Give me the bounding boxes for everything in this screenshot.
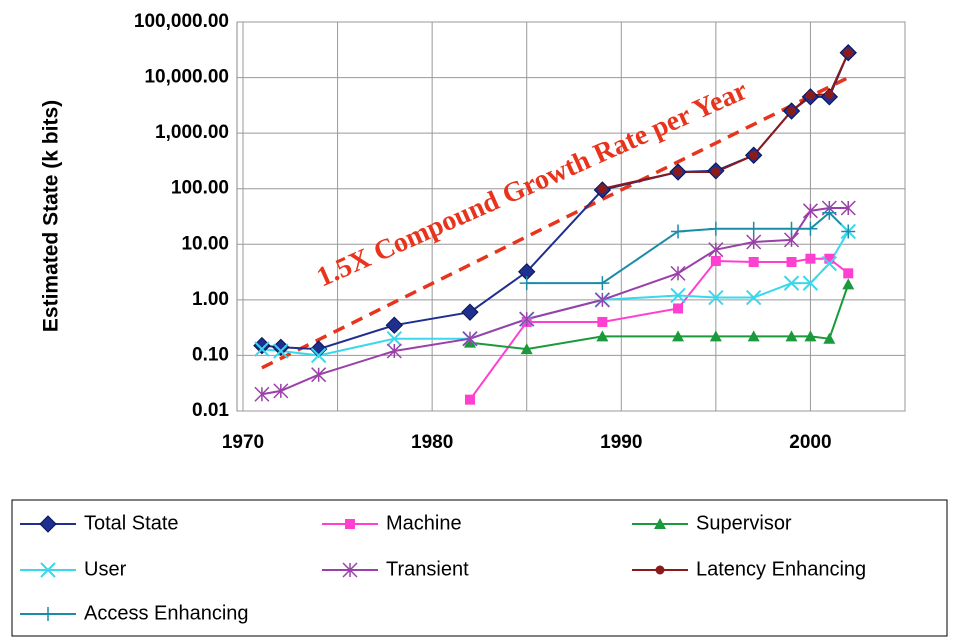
- marker: [461, 303, 479, 321]
- marker: [520, 343, 533, 355]
- marker: [842, 278, 855, 290]
- marker: [464, 394, 475, 405]
- marker: [802, 275, 819, 291]
- marker: [673, 303, 684, 314]
- marker: [670, 287, 686, 304]
- marker: [803, 221, 818, 236]
- marker: [783, 275, 800, 291]
- marker: [786, 256, 797, 267]
- y-tick-label: 100,000.00: [134, 11, 229, 32]
- marker: [672, 330, 685, 342]
- marker: [802, 203, 818, 219]
- marker: [310, 347, 327, 364]
- x-tick-label: 1980: [411, 432, 453, 453]
- y-axis-label: Estimated State (k bits): [40, 100, 63, 332]
- legend-label: User: [84, 558, 127, 580]
- marker: [655, 565, 665, 575]
- marker: [596, 330, 609, 342]
- marker: [749, 150, 759, 160]
- marker: [342, 562, 358, 578]
- marker: [40, 562, 56, 578]
- marker: [519, 311, 535, 327]
- legend-box: [11, 499, 948, 637]
- marker: [748, 256, 759, 267]
- marker: [345, 519, 355, 529]
- marker: [785, 330, 798, 342]
- marker: [708, 221, 723, 236]
- legend-label: Access Enhancing: [84, 602, 249, 624]
- marker: [804, 330, 817, 342]
- marker: [746, 234, 762, 250]
- marker: [787, 106, 797, 116]
- marker: [519, 276, 534, 291]
- marker: [671, 224, 686, 239]
- legend-label: Latency Enhancing: [696, 558, 866, 580]
- marker: [824, 89, 834, 99]
- marker: [670, 265, 686, 281]
- y-tick-label: 0.10: [192, 344, 229, 365]
- marker: [594, 292, 610, 308]
- y-tick-label: 0.01: [192, 400, 229, 421]
- marker: [385, 316, 404, 334]
- marker: [822, 205, 837, 220]
- marker: [784, 221, 799, 236]
- x-tick-label: 1970: [222, 432, 264, 453]
- marker: [747, 330, 760, 342]
- marker: [311, 367, 327, 383]
- marker: [595, 276, 610, 291]
- legend-label: Total State: [84, 512, 179, 534]
- marker: [254, 341, 270, 357]
- y-tick-label: 1,000.00: [155, 122, 229, 143]
- legend-label: Transient: [386, 558, 469, 580]
- series-line: [469, 284, 850, 351]
- y-tick-label: 100.00: [171, 178, 229, 199]
- marker: [273, 383, 289, 399]
- x-tick-label: 2000: [789, 432, 831, 453]
- marker: [597, 316, 608, 327]
- marker: [41, 607, 55, 621]
- trend-line: [261, 76, 850, 370]
- marker: [710, 256, 721, 267]
- y-tick-label: 10.00: [181, 233, 229, 254]
- x-tick-label: 1990: [600, 432, 642, 453]
- marker: [309, 340, 328, 358]
- marker: [254, 386, 270, 402]
- series-line: [469, 257, 849, 401]
- marker: [805, 90, 815, 100]
- marker: [39, 515, 57, 533]
- marker: [840, 200, 856, 216]
- marker: [708, 289, 724, 306]
- marker: [711, 167, 721, 177]
- marker: [597, 184, 607, 194]
- marker: [805, 253, 816, 264]
- marker: [673, 167, 683, 177]
- marker: [843, 48, 853, 58]
- marker: [843, 268, 854, 279]
- y-tick-label: 10,000.00: [144, 67, 229, 88]
- marker: [386, 330, 403, 347]
- marker: [273, 343, 289, 359]
- marker: [386, 343, 402, 359]
- marker: [708, 242, 724, 258]
- legend-label: Machine: [386, 512, 462, 534]
- marker: [654, 518, 666, 529]
- series-line: [261, 206, 849, 396]
- marker: [823, 332, 836, 344]
- marker: [709, 330, 722, 342]
- marker: [824, 253, 835, 264]
- series-line: [261, 230, 850, 357]
- marker: [841, 224, 856, 239]
- marker: [821, 255, 838, 272]
- y-tick-label: 1.00: [192, 289, 229, 310]
- marker: [462, 331, 478, 347]
- marker: [746, 221, 761, 236]
- marker: [745, 289, 762, 306]
- legend-label: Supervisor: [696, 512, 792, 534]
